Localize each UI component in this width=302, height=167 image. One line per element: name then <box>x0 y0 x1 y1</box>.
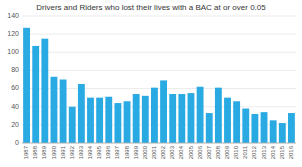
bar <box>87 98 94 143</box>
x-tick-label: 2002 <box>160 145 166 159</box>
x-tick-label: 2000 <box>142 145 148 159</box>
x-axis-line <box>22 143 296 144</box>
x-tick-label: 1993 <box>78 145 84 159</box>
y-tick-label: 0 <box>15 139 19 146</box>
x-tick-label: 2012 <box>251 145 257 159</box>
y-tick-label: 40 <box>11 103 19 110</box>
grid-line <box>22 143 296 144</box>
bar <box>114 103 121 143</box>
bar <box>261 112 268 143</box>
bar <box>51 77 58 143</box>
y-tick-label: 80 <box>11 66 19 73</box>
bar <box>160 80 167 143</box>
bars <box>23 28 295 143</box>
bar <box>206 113 213 143</box>
x-tick-label: 1998 <box>124 145 130 159</box>
bar <box>288 113 295 143</box>
bar <box>142 96 149 143</box>
bar <box>96 98 103 143</box>
y-tick-label: 120 <box>7 30 19 37</box>
bar <box>215 88 222 143</box>
y-tick-label: 140 <box>7 12 19 19</box>
x-tick-label: 1996 <box>105 145 111 159</box>
bar <box>23 28 30 143</box>
x-ticks: 198719881989 1990199119921993199419951996… <box>23 145 294 159</box>
bar <box>151 88 158 143</box>
x-tick-label: 2006 <box>197 145 203 159</box>
x-tick-label: 1992 <box>69 145 75 159</box>
x-tick-label: 2007 <box>206 145 212 159</box>
bar <box>233 101 240 143</box>
x-tick-label: 2003 <box>169 145 175 159</box>
x-tick-label: 1994 <box>87 145 93 159</box>
y-tick-label: 100 <box>7 48 19 55</box>
x-tick-label: 2001 <box>151 145 157 159</box>
bar <box>270 120 277 143</box>
x-tick-label: 1997 <box>114 145 120 159</box>
bar <box>32 46 39 143</box>
y-ticks: 0 20 40 60 80 100 120 140 <box>7 12 19 146</box>
x-tick-label: 2014 <box>270 145 276 159</box>
x-tick-label: 2010 <box>233 145 239 159</box>
bar <box>279 123 286 143</box>
grid-line <box>22 52 296 53</box>
bar <box>197 87 204 143</box>
chart: 0204060801001201401987198819891990199119… <box>0 0 302 167</box>
bar <box>69 107 76 143</box>
x-tick-label: 1991 <box>60 145 66 159</box>
bar <box>224 98 231 143</box>
grid-line <box>22 16 296 17</box>
grid <box>22 16 296 143</box>
bar <box>105 97 112 143</box>
x-tick-label: 2013 <box>261 145 267 159</box>
bar <box>41 39 48 143</box>
x-tick-label: 1990 <box>51 145 57 159</box>
x-tick-label: 2011 <box>242 145 248 159</box>
bar <box>169 94 176 143</box>
bar <box>133 94 140 143</box>
bar <box>251 114 258 143</box>
x-tick-label: 1989 <box>41 145 47 159</box>
y-tick-label: 20 <box>11 121 19 128</box>
x-tick-label: 1987 <box>23 145 29 159</box>
bar <box>124 101 131 143</box>
bar <box>78 84 85 143</box>
bar <box>188 93 195 143</box>
title: Drivers and Riders who lost their lives … <box>36 3 266 12</box>
x-tick-label: 2016 <box>288 145 294 159</box>
x-tick-label: 1999 <box>133 145 139 159</box>
x-tick-label: 1988 <box>32 145 38 159</box>
grid-line <box>22 34 296 35</box>
bar <box>60 80 67 144</box>
y-tick-label: 60 <box>11 84 19 91</box>
grid-line <box>22 70 296 71</box>
x-tick-label: 2009 <box>224 145 230 159</box>
x-tick-label: 2008 <box>215 145 221 159</box>
x-tick-label: 2004 <box>178 145 184 159</box>
bar <box>242 109 249 143</box>
bar <box>178 94 185 143</box>
x-tick-label: 2015 <box>279 145 285 159</box>
x-tick-label: 2005 <box>188 145 194 159</box>
x-tick-label: 1995 <box>96 145 102 159</box>
